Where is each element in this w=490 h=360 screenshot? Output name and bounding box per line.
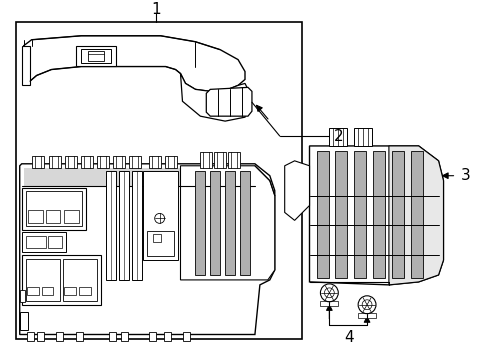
Polygon shape [285,161,310,220]
Text: 2: 2 [334,129,344,144]
Bar [76,332,83,341]
Bar [22,255,101,305]
Polygon shape [24,36,245,91]
Bar [88,51,104,60]
Polygon shape [180,73,248,121]
Bar [320,301,338,306]
Bar [354,151,366,278]
Bar [149,156,161,168]
Bar [81,49,111,63]
Bar [196,171,205,275]
Bar [49,156,61,168]
Bar [183,332,191,341]
Bar [64,287,76,295]
Polygon shape [206,87,252,116]
Bar [25,236,46,248]
Bar [32,156,44,168]
Bar [240,171,250,275]
Bar [24,168,254,186]
Bar [25,190,82,226]
Bar [37,332,44,341]
Bar [25,259,60,301]
Bar [26,332,34,341]
Bar [149,332,156,341]
Bar [20,312,27,329]
Polygon shape [20,164,275,334]
Bar [22,232,66,252]
Bar [318,151,329,278]
Bar [26,287,39,295]
Bar [109,332,116,341]
Bar [97,156,109,168]
Bar [165,156,176,168]
Bar [20,290,25,302]
Bar [373,151,385,278]
Bar [143,171,177,260]
Bar [354,128,372,146]
Bar [121,332,128,341]
Bar [358,313,376,318]
Bar [132,171,142,280]
Bar [228,152,240,168]
Text: 4: 4 [344,330,354,345]
Bar [129,156,141,168]
Text: 1: 1 [151,3,161,18]
Bar [225,171,235,275]
Bar [335,151,347,278]
Bar [22,188,86,230]
Bar [42,287,53,295]
Bar [153,234,161,242]
Bar [119,171,129,280]
Bar [113,156,125,168]
Bar [200,152,212,168]
Bar [392,151,404,278]
Bar [48,236,62,248]
Bar [214,152,226,168]
Bar [106,171,116,280]
Bar [56,332,63,341]
Bar [46,211,60,223]
Bar [79,287,91,295]
Polygon shape [180,166,275,280]
Bar [64,211,79,223]
Bar [147,231,173,256]
Text: 3: 3 [461,168,470,183]
Bar [164,332,171,341]
Bar [329,128,347,146]
Bar [63,259,97,301]
Bar [411,151,423,278]
Bar [81,156,93,168]
Bar [22,46,29,85]
Polygon shape [389,146,443,285]
Bar [27,211,43,223]
Bar [210,171,220,275]
Bar [65,156,77,168]
Bar [76,46,116,66]
Bar [16,22,301,339]
Polygon shape [310,146,443,285]
